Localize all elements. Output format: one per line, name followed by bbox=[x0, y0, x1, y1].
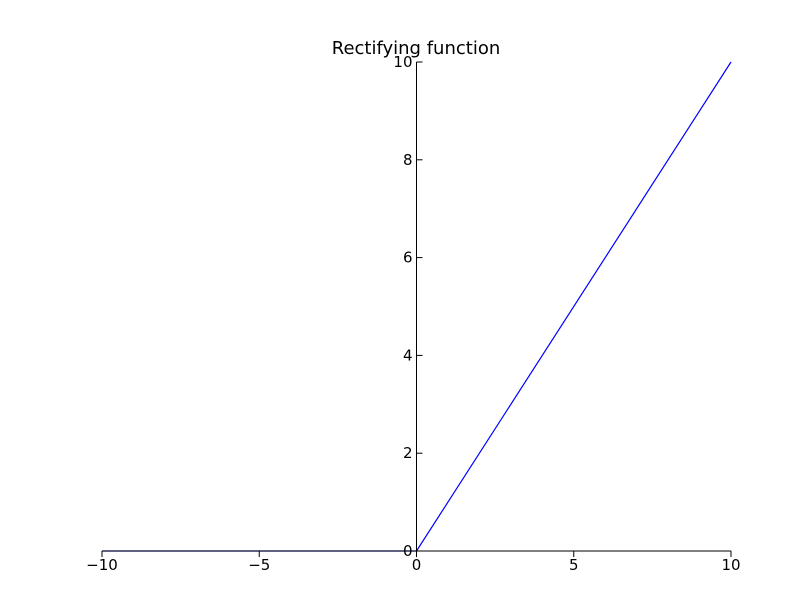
y-tick-label: 0 bbox=[403, 542, 413, 560]
axes: −10 −5 0 5 10 0 2 4 6 8 10 bbox=[86, 53, 740, 574]
x-tick-label: 5 bbox=[569, 556, 579, 574]
x-tick-label: 10 bbox=[721, 556, 740, 574]
y-tick-label: 4 bbox=[403, 346, 413, 364]
x-tick-label: −5 bbox=[248, 556, 270, 574]
y-tick-label: 10 bbox=[393, 53, 412, 71]
chart-title: Rectifying function bbox=[332, 38, 501, 59]
x-tick-label: 0 bbox=[412, 556, 422, 574]
y-tick-label: 8 bbox=[403, 151, 413, 169]
y-tick-label: 6 bbox=[403, 249, 413, 267]
x-tick-label: −10 bbox=[86, 556, 118, 574]
y-tick-label: 2 bbox=[403, 444, 413, 462]
